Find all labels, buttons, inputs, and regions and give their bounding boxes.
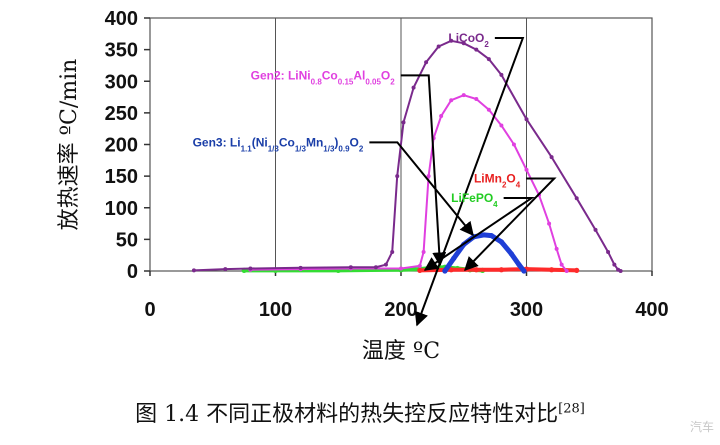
data-point: [417, 263, 422, 268]
caption-reference: [28]: [558, 401, 585, 417]
data-point: [424, 60, 429, 65]
data-point: [191, 268, 196, 273]
y-tick-label: 150: [105, 166, 138, 188]
y-tick-label: 350: [105, 40, 138, 62]
data-point: [521, 268, 527, 274]
series-label: Gen2: LiNi0.8Co0.15Al0.05O2: [251, 68, 396, 86]
data-point: [426, 174, 431, 179]
data-point: [498, 239, 504, 245]
data-point: [547, 221, 552, 226]
data-point: [417, 267, 423, 273]
data-point: [549, 155, 554, 160]
data-point: [618, 269, 623, 273]
y-tick-label: 250: [105, 103, 138, 125]
data-point: [593, 227, 598, 232]
data-point: [574, 196, 579, 201]
y-tick-label: 0: [127, 261, 138, 283]
series-label-arrow: [400, 74, 447, 267]
data-point: [390, 250, 395, 255]
data-point: [442, 268, 448, 274]
data-point: [606, 250, 611, 255]
data-point: [511, 142, 516, 147]
data-point: [508, 251, 515, 257]
data-point: [524, 117, 529, 122]
series-label-arrow: [414, 37, 525, 327]
data-point: [439, 114, 444, 119]
data-point: [516, 262, 522, 268]
data-point: [399, 266, 403, 271]
data-point: [401, 120, 406, 125]
data-point: [486, 57, 491, 62]
data-point: [488, 232, 494, 239]
data-point: [461, 41, 466, 46]
data-point: [554, 246, 559, 251]
data-point: [559, 262, 564, 267]
x-tick-label: 400: [635, 299, 668, 321]
data-point: [486, 107, 491, 112]
data-point: [421, 250, 426, 255]
series-label-arrow: [464, 177, 557, 272]
watermark: 汽车: [689, 420, 714, 434]
data-point: [223, 267, 228, 272]
x-tick-label: 100: [259, 299, 292, 321]
series-group: [248, 93, 569, 273]
data-point: [473, 267, 479, 273]
data-point: [499, 72, 504, 77]
data-point: [383, 262, 388, 267]
data-point: [348, 265, 353, 270]
series-line: [192, 39, 622, 272]
data-point: [448, 267, 454, 273]
data-point: [549, 267, 555, 273]
y-tick-label: 200: [105, 135, 138, 157]
data-point: [498, 267, 504, 273]
figure-caption: 图 1.4 不同正极材料的热失控反应特性对比[28]: [0, 396, 720, 428]
y-tick-label: 100: [105, 198, 138, 220]
data-point: [436, 44, 441, 49]
data-point: [474, 47, 479, 52]
caption-text: 图 1.4 不同正极材料的热失控反应特性对比: [135, 402, 559, 427]
y-tick-label: 300: [105, 71, 138, 93]
x-tick-label: 300: [510, 299, 543, 321]
series-label: LiCoO2: [448, 31, 489, 49]
series-label: Gen3: Li1.1(Ni1/3Co1/3Mn1/3)0.9O2: [193, 135, 364, 153]
data-point: [612, 262, 617, 267]
data-point: [524, 167, 529, 172]
data-point: [298, 265, 303, 270]
x-axis-title: 温度 ºC: [362, 339, 440, 364]
data-point: [564, 269, 569, 273]
y-tick-label: 50: [116, 229, 138, 251]
data-point: [481, 232, 487, 238]
series-group: [191, 38, 623, 273]
x-tick-label: 200: [384, 299, 417, 321]
data-point: [451, 255, 457, 261]
series-label-arrow: [423, 197, 535, 271]
series-line: [442, 232, 527, 274]
series-label: LiMn2O4: [474, 171, 521, 189]
data-point: [395, 174, 400, 179]
data-point: [373, 265, 378, 270]
y-axis-title: 放热速率 ºC/min: [57, 59, 82, 231]
data-point: [574, 267, 580, 273]
data-point: [499, 123, 504, 128]
data-point: [449, 98, 454, 103]
data-point: [449, 38, 454, 43]
data-point: [248, 266, 253, 271]
series-label-arrow: [369, 141, 474, 237]
data-point: [461, 93, 466, 98]
series-label: LiFePO4: [451, 191, 498, 209]
y-tick-label: 400: [105, 8, 138, 30]
data-point: [474, 96, 479, 101]
data-point: [411, 85, 416, 90]
x-tick-label: 0: [144, 299, 155, 321]
